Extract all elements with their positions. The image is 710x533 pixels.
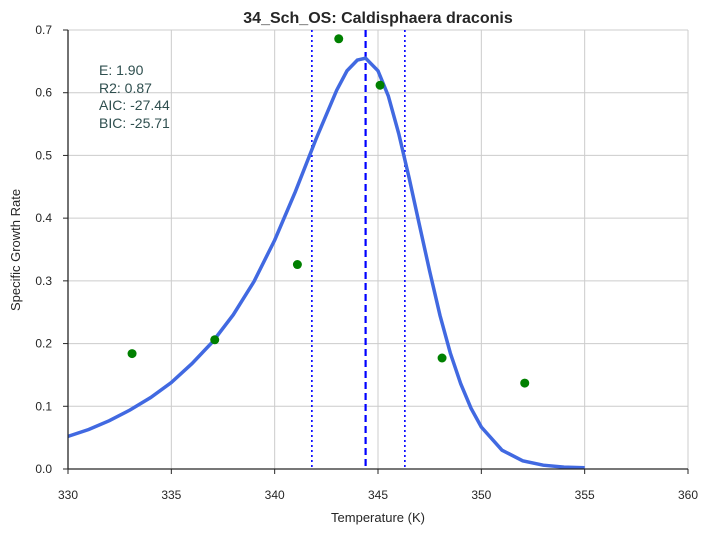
stats-annotation: E: 1.90 R2: 0.87 AIC: -27.44 BIC: -25.71 bbox=[99, 62, 170, 131]
grid bbox=[67, 29, 689, 470]
x-tick-label: 335 bbox=[161, 488, 181, 502]
x-tick-label: 340 bbox=[265, 488, 285, 502]
y-tick-label: 0.2 bbox=[35, 337, 52, 351]
y-tick-label: 0.1 bbox=[35, 399, 52, 413]
y-tick-labels: 0.0 0.1 0.2 0.3 0.4 0.5 0.6 0.7 bbox=[35, 23, 68, 476]
y-tick-label: 0.0 bbox=[35, 462, 52, 476]
data-point bbox=[437, 353, 447, 363]
data-points bbox=[127, 34, 530, 388]
x-tick-labels: 330 335 340 345 350 355 360 bbox=[58, 469, 698, 502]
x-tick-label: 350 bbox=[471, 488, 491, 502]
data-point bbox=[520, 378, 530, 388]
y-tick-label: 0.4 bbox=[35, 211, 52, 225]
x-tick-label: 355 bbox=[575, 488, 595, 502]
y-tick-label: 0.6 bbox=[35, 86, 52, 100]
y-tick-label: 0.3 bbox=[35, 274, 52, 288]
data-point bbox=[375, 80, 385, 90]
stat-bic: BIC: -25.71 bbox=[99, 115, 170, 131]
x-tick-label: 360 bbox=[678, 488, 698, 502]
x-tick-label: 345 bbox=[368, 488, 388, 502]
y-tick-label: 0.7 bbox=[35, 23, 52, 37]
fit-curve bbox=[67, 56, 585, 470]
y-axis-label: Specific Growth Rate bbox=[8, 189, 23, 311]
data-point bbox=[292, 260, 302, 270]
data-point bbox=[334, 34, 344, 44]
y-tick-label: 0.5 bbox=[35, 148, 52, 162]
chart-title: 34_Sch_OS: Caldisphaera draconis bbox=[243, 10, 513, 27]
data-point bbox=[210, 335, 220, 345]
stat-aic: AIC: -27.44 bbox=[99, 97, 170, 113]
reference-lines bbox=[311, 30, 406, 469]
stat-e: E: 1.90 bbox=[99, 62, 144, 78]
data-point bbox=[127, 349, 137, 359]
x-tick-label: 330 bbox=[58, 488, 78, 502]
x-axis-label: Temperature (K) bbox=[331, 510, 425, 525]
stat-r2: R2: 0.87 bbox=[99, 80, 152, 96]
